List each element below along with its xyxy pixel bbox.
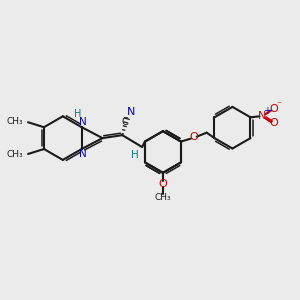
Text: CH₃: CH₃ (7, 117, 23, 126)
Text: +: + (263, 106, 271, 116)
Text: O: O (269, 118, 278, 128)
Text: N: N (127, 107, 135, 117)
Text: CH₃: CH₃ (154, 193, 171, 202)
Text: N: N (79, 149, 87, 159)
Text: N: N (258, 111, 267, 121)
Text: C: C (122, 117, 129, 127)
Text: O: O (190, 132, 198, 142)
Text: O: O (159, 179, 167, 189)
Text: CH₃: CH₃ (7, 150, 23, 159)
Text: ⁻: ⁻ (277, 100, 282, 110)
Text: H: H (131, 150, 139, 160)
Text: H: H (74, 109, 81, 119)
Text: N: N (79, 117, 87, 127)
Text: O: O (269, 104, 278, 114)
